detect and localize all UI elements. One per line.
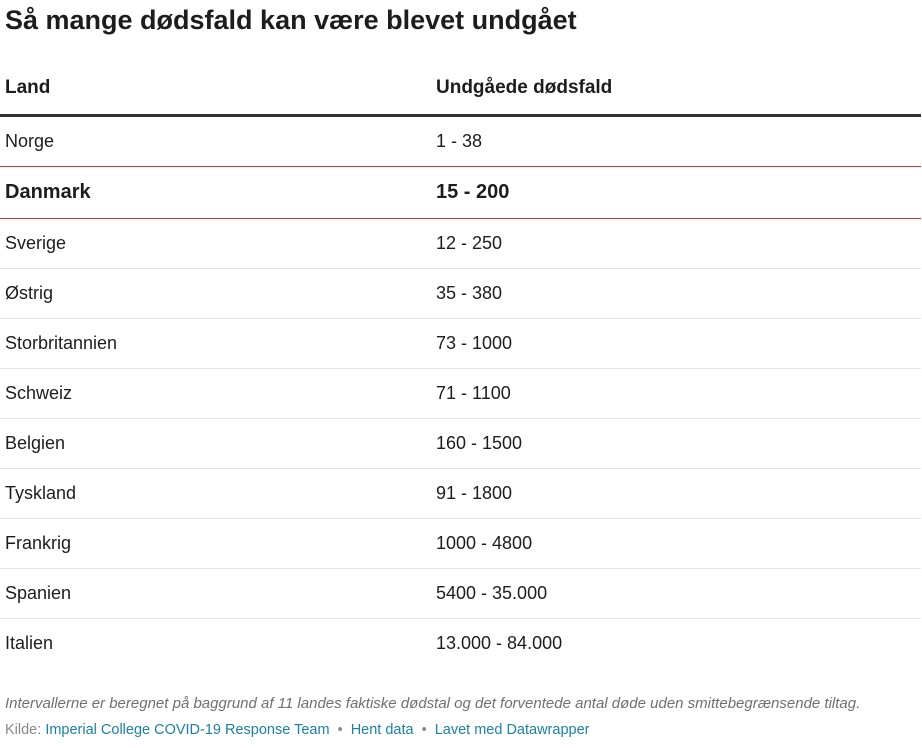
- table-row: Belgien 160 - 1500: [0, 419, 921, 469]
- table-row: Norge 1 - 38: [0, 117, 921, 167]
- chart-notes: Intervallerne er beregnet på baggrund af…: [5, 695, 861, 712]
- country-cell: Italien: [5, 633, 54, 653]
- deaths-avoided-cell: 15 - 200: [436, 181, 510, 203]
- table-row: Tyskland 91 - 1800: [0, 469, 921, 519]
- data-table: Land Undgåede dødsfald Norge 1 - 38 Danmar…: [0, 62, 921, 668]
- table-row: Danmark 15 - 200: [0, 166, 921, 219]
- deaths-avoided-cell: 71 - 1100: [436, 383, 511, 403]
- country-cell: Schweiz: [5, 383, 73, 403]
- deaths-avoided-cell: 35 - 380: [436, 283, 503, 303]
- deaths-avoided-cell: 5400 - 35.000: [436, 583, 548, 603]
- column-header-deaths-avoided[interactable]: Undgåede dødsfald: [436, 77, 613, 98]
- deaths-avoided-cell: 13.000 - 84.000: [436, 633, 563, 653]
- footer: Kilde: Imperial College COVID-19 Respons…: [5, 722, 589, 738]
- deaths-avoided-cell: 1000 - 4800: [436, 533, 533, 553]
- table-row: Frankrig 1000 - 4800: [0, 519, 921, 569]
- country-cell: Belgien: [5, 433, 66, 453]
- deaths-avoided-cell: 12 - 250: [436, 233, 503, 253]
- footer-separator: •: [421, 722, 427, 738]
- table-header: Land Undgåede dødsfald: [0, 62, 921, 117]
- page-title: Så mange dødsfald kan være blevet undgåe…: [5, 5, 577, 35]
- country-cell: Spanien: [5, 583, 72, 603]
- deaths-avoided-cell: 73 - 1000: [436, 333, 513, 353]
- footer-separator: •: [337, 722, 343, 738]
- country-cell: Frankrig: [5, 533, 72, 553]
- deaths-avoided-cell: 1 - 38: [436, 131, 483, 151]
- country-cell: Tyskland: [5, 483, 77, 503]
- table-row: Østrig 35 - 380: [0, 269, 921, 319]
- country-cell: Sverige: [5, 233, 67, 253]
- datawrapper-link[interactable]: Lavet med Datawrapper: [434, 722, 590, 738]
- table-row: Spanien 5400 - 35.000: [0, 569, 921, 619]
- table-row: Italien 13.000 - 84.000: [0, 619, 921, 668]
- source-link[interactable]: Imperial College COVID-19 Response Team: [45, 722, 330, 738]
- deaths-avoided-cell: 91 - 1800: [436, 483, 513, 503]
- get-data-link[interactable]: Hent data: [350, 722, 414, 738]
- country-cell: Storbritannien: [5, 333, 118, 353]
- country-cell: Danmark: [5, 181, 91, 203]
- table-row: Sverige 12 - 250: [0, 219, 921, 269]
- column-header-land[interactable]: Land: [5, 77, 51, 98]
- source-label: Kilde:: [5, 722, 42, 738]
- deaths-avoided-cell: 160 - 1500: [436, 433, 523, 453]
- table-row: Schweiz 71 - 1100: [0, 369, 921, 419]
- country-cell: Norge: [5, 131, 55, 151]
- country-cell: Østrig: [5, 283, 54, 303]
- table-row: Storbritannien 73 - 1000: [0, 319, 921, 369]
